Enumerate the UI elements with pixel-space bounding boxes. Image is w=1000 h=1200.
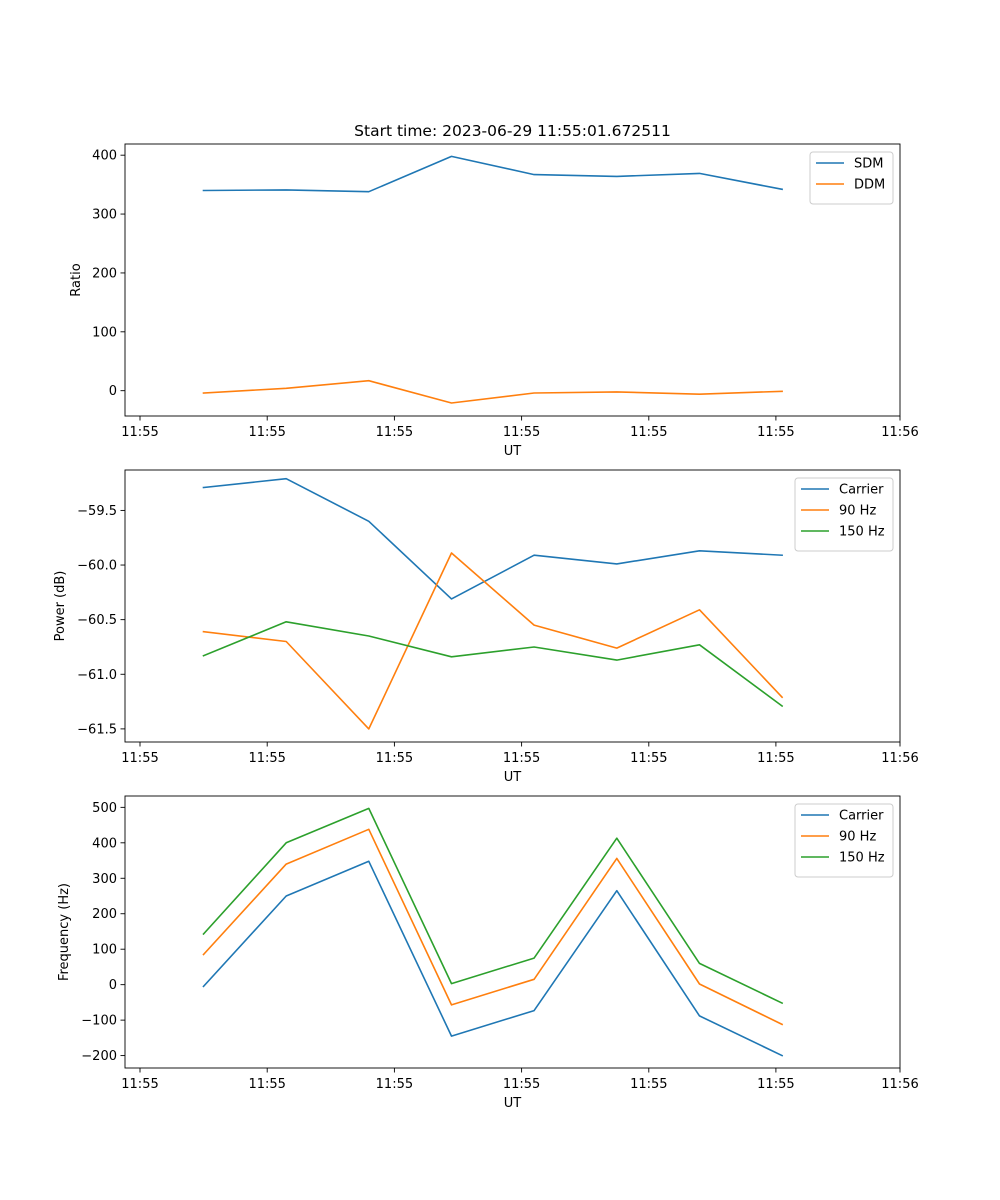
legend-entry: SDM [854,157,883,172]
legend-entry: DDM [854,178,885,193]
y-tick-label: −60.0 [77,559,117,574]
y-tick-label: 300 [92,208,117,223]
subplot-2: 11:55 11:55 11:55 11:55 11:55 11:55 11:56 −59.5… [53,469,919,785]
series-line-150-hz [202,620,784,708]
subplot-3: 11:55 11:55 11:55 11:55 11:55 11:55 11:56 500 40… [57,795,919,1111]
legend: SDM DDM [809,151,894,205]
y-axis-label: Ratio [69,263,84,296]
y-tick-label: 200 [92,266,117,281]
series-line-carrier [202,860,784,1057]
axes-frame [124,143,901,417]
x-tick-label: 11:55 [757,1077,794,1092]
x-tick-label: 11:55 [121,1077,158,1092]
y-tick-label: 200 [92,907,117,922]
series-line-sdm [202,155,784,193]
y-tick-label: 0 [109,384,117,399]
x-tick-label: 11:55 [630,1077,667,1092]
x-tick-label: 11:55 [503,751,540,766]
x-tick-label: 11:55 [630,751,667,766]
x-axis-label: UT [504,444,522,459]
y-tick-label: −60.5 [77,613,117,628]
axes-frame [124,469,901,743]
legend-entry: Carrier [839,483,884,498]
figure-title: Start time: 2023-06-29 11:55:01.672511 [354,122,671,140]
legend-entry: Carrier [839,809,884,824]
series-line-ddm [202,379,783,404]
x-tick-label: 11:55 [376,425,413,440]
x-tick-label: 11:55 [248,751,285,766]
legend: Carrier 90 Hz 150 Hz [794,477,894,552]
x-tick-label: 11:56 [881,751,918,766]
y-tick-label: −100 [81,1014,117,1029]
x-tick-label: 11:56 [881,425,918,440]
x-tick-label: 11:55 [757,751,794,766]
legend-entry: 150 Hz [839,851,885,866]
x-tick-label: 11:55 [376,751,413,766]
x-tick-label: 11:55 [757,425,794,440]
y-axis-label: Frequency (Hz) [57,883,72,981]
subplots: 11:55 11:55 11:55 11:55 11:55 11:55 11:56 0 100 2… [53,143,919,1111]
y-tick-label: 500 [92,801,117,816]
series-line-90-hz [202,552,784,730]
y-tick-label: 400 [92,149,117,164]
series-line-carrier [202,477,783,600]
x-axis-label: UT [504,1096,522,1111]
legend-entry: 150 Hz [839,525,885,540]
series-line-90-hz [202,828,784,1026]
legend: Carrier 90 Hz 150 Hz [794,803,894,878]
y-tick-label: 100 [92,325,117,340]
x-tick-label: 11:56 [881,1077,918,1092]
legend-entry: 90 Hz [839,504,876,519]
x-tick-label: 11:55 [503,1077,540,1092]
y-tick-label: 0 [109,978,117,993]
y-axis-label: Power (dB) [53,571,68,642]
x-tick-label: 11:55 [121,751,158,766]
y-tick-label: −59.5 [77,504,117,519]
y-tick-label: −200 [81,1049,117,1064]
x-tick-label: 11:55 [121,425,158,440]
legend-box [809,151,894,205]
x-tick-label: 11:55 [376,1077,413,1092]
x-tick-label: 11:55 [248,1077,285,1092]
y-tick-label: 300 [92,872,117,887]
axes-frame [124,795,901,1069]
y-tick-label: −61.0 [77,668,117,683]
legend-entry: 90 Hz [839,830,876,845]
legend-box [794,477,894,552]
x-tick-label: 11:55 [630,425,667,440]
x-tick-label: 11:55 [503,425,540,440]
series-line-150-hz [202,807,784,1005]
y-tick-label: 400 [92,836,117,851]
x-tick-label: 11:55 [248,425,285,440]
legend-box [794,803,894,878]
subplot-1: 11:55 11:55 11:55 11:55 11:55 11:55 11:56 0 100 2… [69,143,919,459]
x-axis-label: UT [504,770,522,785]
y-tick-label: 100 [92,943,117,958]
y-tick-label: −61.5 [77,722,117,737]
